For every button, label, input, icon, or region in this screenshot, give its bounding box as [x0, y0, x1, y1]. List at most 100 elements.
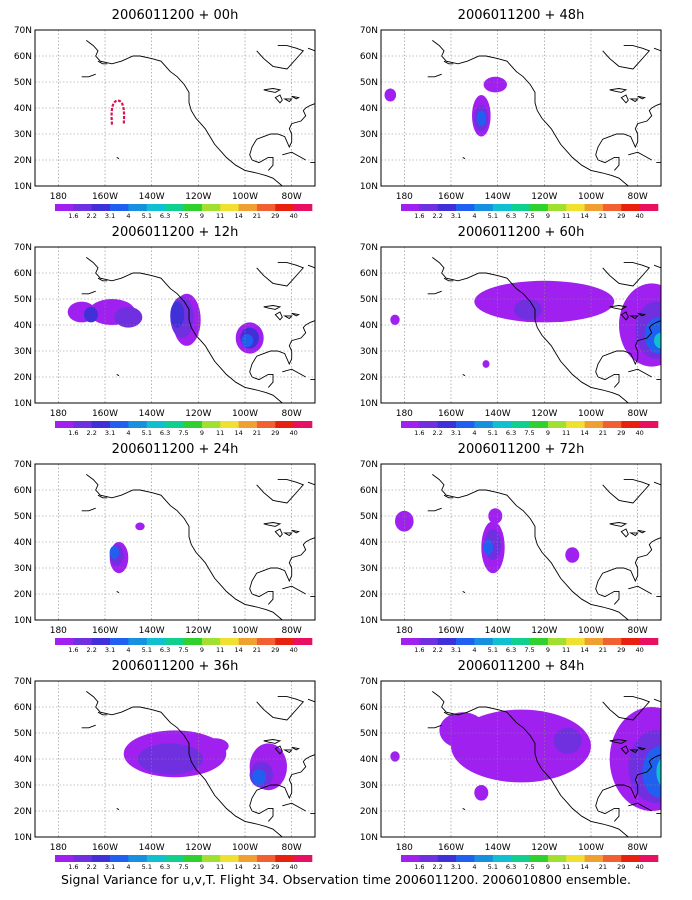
island: [628, 585, 652, 595]
colorbar-label: 21: [253, 429, 261, 435]
lat-label: 10N: [360, 182, 378, 192]
colorbar-swatch: [584, 421, 604, 428]
lake: [609, 88, 628, 93]
colorbar-swatch: [275, 638, 294, 645]
colorbar-swatch: [110, 421, 129, 428]
coastline-segment: [251, 373, 274, 388]
colorbar-label: 1.6: [414, 863, 424, 869]
lat-label: 20N: [360, 590, 378, 600]
coastline: [81, 40, 315, 186]
panel-title: 2006011200 + 00h: [111, 8, 239, 23]
colorbar-swatch: [602, 638, 622, 645]
colorbar-swatch: [639, 855, 659, 862]
colorbar-swatch: [220, 204, 239, 211]
map-36h: 10N 20N 30N 40N 50N 60N 70N 180 160W 140W 120W 100W…: [14, 677, 316, 869]
map-frame: [380, 246, 662, 404]
colorbar-swatch: [238, 421, 258, 428]
lake: [291, 746, 301, 751]
colorbar-label: 14: [234, 646, 242, 652]
coastline-segment: [249, 754, 315, 812]
coastline-segment: [597, 373, 620, 388]
shaded-field: [395, 508, 580, 574]
lake: [263, 88, 282, 93]
lon-label: 180: [50, 626, 67, 636]
lake: [263, 739, 282, 744]
lon-label: 100W: [232, 626, 258, 636]
lat-label: 60N: [14, 703, 32, 713]
variance-blob: [565, 547, 580, 563]
colorbar-swatch: [165, 855, 184, 862]
colorbar-label: 1.6: [68, 212, 78, 218]
colorbar-label: 21: [599, 429, 607, 435]
lake: [282, 532, 293, 537]
colorbar-label: 9: [200, 646, 204, 652]
lon-label: 120W: [531, 626, 557, 636]
panel-48h: 2006011200 + 48h 10N 20N 30N 40N 50N 60N 70N 18…: [346, 8, 666, 218]
coastline-segment: [116, 808, 120, 811]
figure-caption: Signal Variance for u,v,T. Flight 34. Ob…: [61, 872, 631, 887]
lon-label: 160W: [438, 843, 464, 853]
colorbar-label: 5.1: [142, 863, 152, 869]
coastline-segment: [249, 320, 315, 378]
colorbar-swatch: [474, 855, 494, 862]
colorbar-label: 4: [126, 212, 130, 218]
variance-blob: [553, 727, 582, 754]
variance-blob: [200, 738, 229, 754]
lon-label: 80W: [281, 192, 301, 202]
colorbar-label: 1.6: [414, 646, 424, 652]
lon-label: 120W: [531, 843, 557, 853]
lon-label: 80W: [627, 192, 647, 202]
colorbar-swatch: [621, 855, 640, 862]
colorbar-label: 4: [472, 863, 476, 869]
coastline-segment: [256, 262, 305, 287]
island: [656, 162, 661, 164]
map-12h: 10N 20N 30N 40N 50N 60N 70N 180 160W 140W 120W 100W…: [14, 243, 316, 435]
coastline-segment: [597, 807, 620, 822]
map-84h: 10N 20N 30N 40N 50N 60N 70N 180 160W 140W 120W 100W…: [360, 677, 662, 869]
coastline-segment: [595, 103, 661, 161]
lat-label: 40N: [14, 104, 32, 114]
island: [427, 724, 442, 729]
colorbar-swatch: [419, 855, 439, 862]
colorbar-label: 14: [234, 863, 242, 869]
colorbar-swatch: [492, 204, 512, 211]
colorbar-label: 14: [234, 429, 242, 435]
colorbar-label: 3.1: [451, 863, 461, 869]
colorbar-label: 5.1: [142, 212, 152, 218]
colorbar-label: 3.1: [451, 429, 461, 435]
lat-label: 50N: [14, 295, 32, 305]
coastline-segment: [251, 807, 274, 822]
map-frame: [380, 29, 662, 187]
lat-label: 40N: [14, 321, 32, 331]
island: [427, 290, 442, 295]
colorbar-label: 5.1: [488, 863, 498, 869]
colorbar-swatch: [492, 638, 512, 645]
lat-label: 30N: [14, 130, 32, 140]
colorbar-swatch: [529, 855, 549, 862]
lake: [620, 94, 629, 104]
lon-label: 160W: [92, 626, 118, 636]
colorbar-label: 5.1: [142, 646, 152, 652]
island: [656, 379, 661, 381]
colorbar-swatch: [547, 855, 567, 862]
coastline-segment: [595, 320, 661, 378]
colorbar-swatch: [492, 855, 512, 862]
colorbar-label: 2.2: [87, 646, 97, 652]
lon-label: 120W: [185, 626, 211, 636]
colorbar-label: 29: [271, 646, 279, 652]
colorbar-swatch: [73, 638, 93, 645]
variance-blob: [384, 88, 397, 102]
colorbar-swatch: [401, 855, 420, 862]
colorbar-swatch: [456, 204, 475, 211]
colorbar-label: 40: [289, 212, 297, 218]
colorbar-label: 7.5: [524, 646, 534, 652]
colorbar-swatch: [91, 204, 111, 211]
map-24h: 10N 20N 30N 40N 50N 60N 70N 180 160W 140W 120W 100W…: [14, 460, 316, 652]
lat-label: 60N: [14, 486, 32, 496]
island: [443, 494, 454, 499]
island: [656, 813, 661, 815]
panel-00h: 2006011200 + 00h 10N 20N 30N 40N 50N 60N 70N 18…: [0, 8, 320, 218]
colorbar-swatch: [437, 421, 457, 428]
colorbar-label: 4: [472, 212, 476, 218]
variance-blob: [137, 743, 203, 775]
